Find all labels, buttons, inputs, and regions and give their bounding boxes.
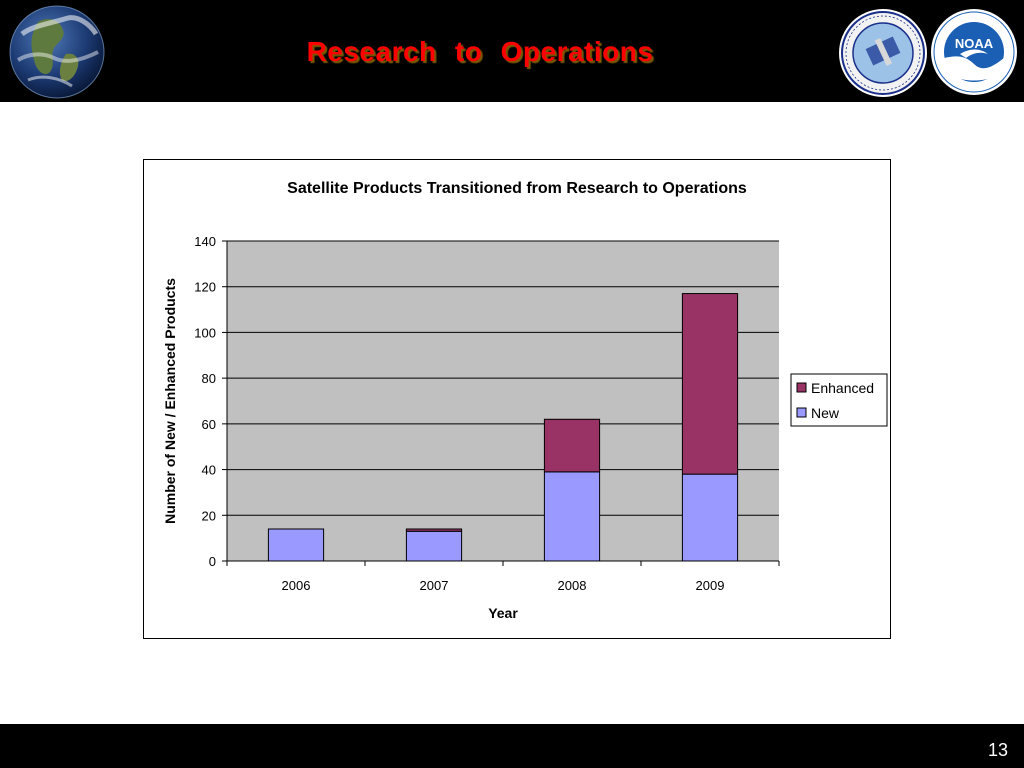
bar-new-2007 [405,530,463,562]
plot-area: 0 20 40 60 80 100 120 140 2006 2007 2008 2009 [194,234,780,593]
star-seal-logo [839,9,927,97]
bar-enhanced-2009 [681,293,739,475]
legend-swatch-new [796,407,807,418]
noaa-logo-text: NOAA [955,36,994,51]
legend-label-new: New [811,405,840,421]
bar-new-2008 [543,471,601,562]
x-tick-label: 2006 [282,578,311,593]
chart-frame: Satellite Products Transitioned from Res… [143,159,891,639]
y-tick-label: 140 [194,234,216,249]
bar-enhanced-2007 [405,528,463,532]
legend-swatch-enhanced [796,382,807,393]
header-bar: Research to Operations NOAA [0,0,1024,102]
chart-title: Satellite Products Transitioned from Res… [287,180,747,197]
y-tick-label: 20 [202,508,216,523]
y-tick-label: 120 [194,280,216,295]
earth-globe-image [9,5,105,99]
y-tick-label: 80 [202,371,216,386]
x-tick-label: 2007 [420,578,449,593]
bar-enhanced-2008 [543,418,601,473]
y-tick-label: 60 [202,417,216,432]
bar-new-2006 [267,528,325,562]
y-tick-label: 40 [202,463,216,478]
legend-box [790,373,888,427]
x-axis-label: Year [488,605,518,621]
x-tick-label: 2008 [558,578,587,593]
y-axis-label: Number of New / Enhanced Products [162,278,178,524]
noaa-logo: NOAA [931,9,1017,95]
y-tick-label: 100 [194,325,216,340]
bar-new-2009 [681,473,739,562]
y-tick-label: 0 [209,554,216,569]
stacked-bar-chart: Satellite Products Transitioned from Res… [162,180,888,621]
chart-legend: Enhanced New [790,373,888,427]
page-number: 13 [987,740,1008,760]
footer-bar [0,724,1024,768]
x-tick-label: 2009 [696,578,725,593]
legend-label-enhanced: Enhanced [811,380,874,396]
slide-title: Research to Operations [306,36,654,67]
